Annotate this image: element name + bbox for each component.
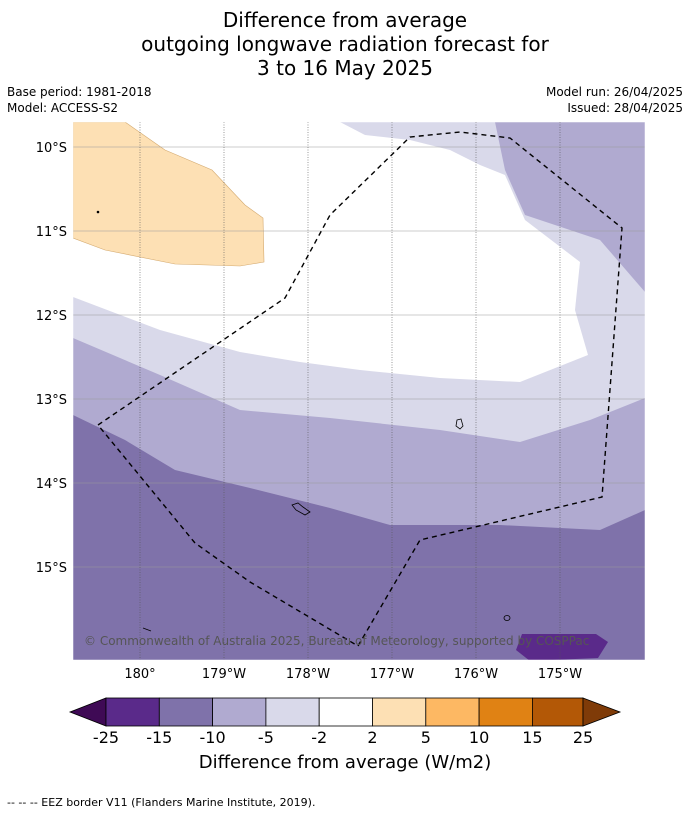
longitude-labels: 180° 179°W 178°W 177°W 176°W 175°W: [124, 667, 582, 682]
island-small-east: [503, 615, 511, 621]
field-plus2-plus5: [73, 122, 265, 267]
island-small-west: [142, 627, 152, 632]
map-frame: [72, 121, 646, 661]
title-line-1: Difference from average: [222, 8, 468, 32]
lat-label: 10°S: [36, 141, 67, 156]
colorbar-segment: [478, 697, 533, 727]
lon-label: 179°W: [202, 667, 246, 682]
colorbar-tick: 2: [367, 728, 377, 747]
anomaly-fields: [73, 122, 645, 660]
lat-label: 14°S: [36, 477, 67, 492]
title-line-3: 3 to 16 May 2025: [257, 56, 433, 80]
longitude-gridlines: [139, 122, 561, 660]
colorbar-segment: [158, 697, 214, 727]
forecast-map: © Commonwealth of Australia 2025, Bureau…: [36, 121, 646, 747]
lat-label: 13°S: [36, 393, 67, 408]
colorbar-segment: [265, 697, 320, 727]
lat-label: 12°S: [36, 309, 67, 324]
colorbar-ticks: -25 -15 -10 -5 -2 2 5 10 15 25: [93, 728, 593, 747]
copyright-notice: © Commonwealth of Australia 2025, Bureau…: [84, 634, 589, 648]
colorbar-tick: 10: [469, 728, 489, 747]
colorbar-segment: [318, 697, 373, 727]
colorbar-tick: -5: [258, 728, 274, 747]
base-period: Base period: 1981-2018: [7, 85, 152, 99]
colorbar-segment: [425, 697, 480, 727]
lon-label: 176°W: [454, 667, 498, 682]
latitude-gridlines: [73, 146, 645, 568]
title-line-2: outgoing longwave radiation forecast for: [141, 32, 549, 56]
meta-left: Base period: 1981-2018 Model: ACCESS-S2: [7, 84, 152, 116]
lon-label: 180°: [124, 667, 155, 682]
colorbar-extend-low: [68, 697, 107, 727]
colorbar-tick: 15: [522, 728, 542, 747]
issued-date: Issued: 28/04/2025: [567, 101, 683, 115]
lon-label: 178°W: [286, 667, 330, 682]
colorbar-tick: -25: [93, 728, 119, 747]
island-dot-north: [96, 210, 100, 214]
lon-label: 177°W: [370, 667, 414, 682]
lon-label: 175°W: [538, 667, 582, 682]
colorbar-tick: 25: [573, 728, 593, 747]
colorbar-segment: [372, 697, 427, 727]
colorbar-tick: -15: [146, 728, 172, 747]
model-name: Model: ACCESS-S2: [7, 101, 119, 115]
lat-label: 11°S: [36, 225, 67, 240]
islands: [96, 210, 511, 632]
colorbar-tick: -10: [200, 728, 226, 747]
island-wallis: [455, 418, 464, 430]
island-futuna: [291, 502, 311, 516]
latitude-labels: 10°S 11°S 12°S 13°S 14°S 15°S: [36, 141, 67, 576]
colorbar-segment: [212, 697, 267, 727]
colorbar: [68, 697, 622, 727]
colorbar-tick: 5: [421, 728, 431, 747]
colorbar-extend-high: [582, 697, 622, 727]
lat-label: 15°S: [36, 561, 67, 576]
colorbar-tick: -2: [311, 728, 327, 747]
colorbar-title: Difference from average (W/m2): [198, 752, 492, 773]
meta-right: Model run: 26/04/2025 Issued: 28/04/2025: [546, 84, 683, 116]
colorbar-segment: [532, 697, 584, 727]
model-run: Model run: 26/04/2025: [545, 85, 683, 99]
eez-border: [97, 131, 623, 647]
field-minus25-minus15: [516, 634, 608, 660]
colorbar-segment: [105, 697, 160, 727]
map-title: Difference from average outgoing longwav…: [0, 8, 690, 80]
eez-legend-note: -- -- -- EEZ border V11 (Flanders Marine…: [7, 796, 316, 809]
